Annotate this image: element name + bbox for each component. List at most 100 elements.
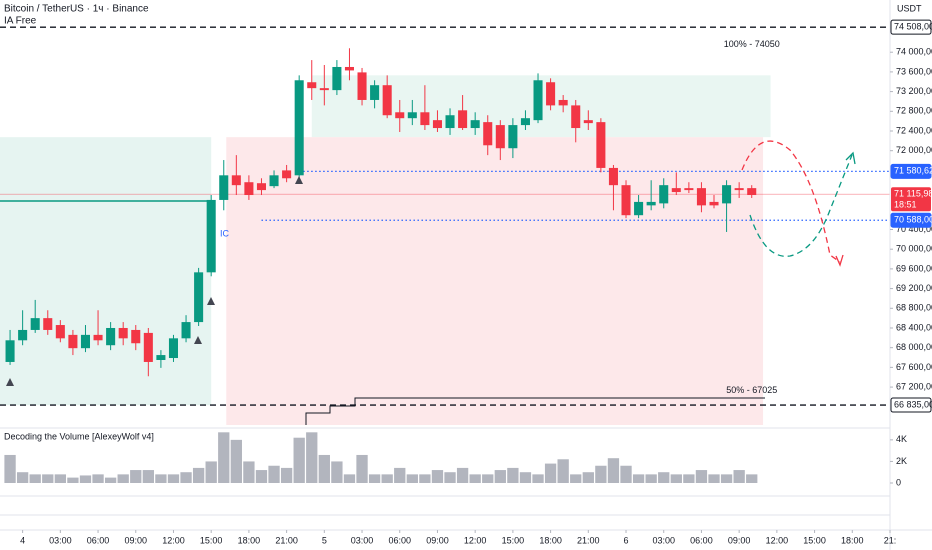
volume-bar (482, 474, 494, 483)
x-tick-label: 06:00 (690, 535, 713, 545)
candle-body (269, 175, 279, 187)
y-tick-label: 72 800,00 (896, 106, 932, 116)
volume-bar (620, 465, 632, 483)
candle-body (357, 72, 367, 100)
volume-bar (746, 474, 758, 483)
volume-bar (670, 474, 682, 483)
volume-bar (29, 474, 41, 483)
signal-label: IC (220, 228, 230, 238)
arrow-head (835, 254, 844, 267)
candle-body (168, 338, 178, 359)
volume-tick-label: 0 (896, 477, 901, 487)
volume-bar (356, 454, 368, 483)
x-tick-label: 06:00 (388, 535, 411, 545)
price-tag-label: 70 588,00 (894, 215, 932, 225)
volume-bar (532, 474, 544, 483)
candle-body (194, 272, 204, 323)
volume-bar (255, 470, 268, 483)
y-tick-label: 68 400,00 (896, 322, 932, 332)
x-tick-label: 06:00 (87, 535, 110, 545)
signal-up (207, 297, 215, 305)
indicator-name: IA Free (4, 16, 37, 27)
y-tick-label: 69 600,00 (896, 263, 932, 273)
candle-body (420, 112, 430, 126)
y-tick-label: 67 200,00 (896, 381, 932, 391)
volume-bar (557, 459, 569, 483)
candle-body (646, 201, 656, 206)
price-tag (890, 397, 932, 413)
candle-body (93, 334, 103, 341)
y-tick-label: 69 200,00 (896, 283, 932, 293)
candle-body (219, 175, 229, 200)
zone (0, 137, 212, 406)
volume-bar (104, 477, 117, 483)
signal-up (194, 336, 202, 344)
volume-bar (92, 474, 104, 483)
volume-bar (218, 432, 230, 483)
price-tag-label: 74 508,00 (894, 22, 932, 32)
volume-bar (381, 474, 393, 483)
candle-body (332, 66, 342, 91)
countdown: 18:51 (894, 200, 917, 210)
volume-bar (695, 470, 708, 483)
x-tick-label: 03:00 (49, 535, 72, 545)
x-tick-label: 12:00 (162, 535, 185, 545)
x-tick-label: 18:00 (841, 535, 864, 545)
candle-body (470, 120, 480, 129)
y-tick-label: 72 000,00 (896, 145, 932, 155)
candle-body (571, 105, 581, 129)
price-tag (891, 187, 931, 212)
candle-body (583, 120, 593, 124)
x-tick-label: 18:00 (539, 535, 562, 545)
x-tick-label: 15:00 (502, 535, 525, 545)
volume-bar (331, 461, 343, 483)
candle-body (696, 188, 706, 206)
volume-bar (205, 461, 217, 483)
candle-body (659, 185, 669, 204)
volume-bar (130, 470, 142, 483)
candle-body (256, 183, 266, 191)
candle-body (508, 125, 518, 149)
x-tick-label: 15:00 (803, 535, 826, 545)
x-tick-label: 12:00 (766, 535, 789, 545)
volume-bar (79, 475, 92, 483)
y-tick-label: 67 600,00 (896, 362, 932, 372)
candle-body (118, 327, 128, 339)
volume-bar (167, 474, 180, 483)
price-tag-label: 71 115,98 (894, 189, 932, 199)
zone (226, 137, 764, 425)
volume-bar (394, 467, 406, 483)
candle-body (395, 112, 405, 119)
annotation: 100% - 74050 (724, 39, 780, 49)
candle-body (106, 327, 116, 346)
volume-bar (54, 474, 66, 483)
candle-body (319, 88, 329, 91)
candle-body (671, 188, 681, 193)
volume-bar (431, 470, 444, 483)
price-tag-label: 66 835,00 (894, 399, 932, 409)
x-tick-label: 21:00 (275, 535, 298, 545)
volume-bar (67, 477, 79, 483)
x-tick-label: 09:00 (124, 535, 147, 545)
projection-up (749, 154, 853, 257)
volume-bar (419, 474, 431, 483)
volume-bar (343, 474, 356, 483)
x-tick-label: 09:00 (728, 535, 751, 545)
candle-body (432, 120, 442, 129)
volume-bar (293, 437, 305, 483)
candle-body (722, 185, 732, 204)
volume-bar (192, 467, 205, 483)
candle-body (143, 332, 153, 362)
volume-bar (4, 454, 16, 483)
x-tick-label: 03:00 (652, 535, 675, 545)
volume-bar (117, 474, 129, 483)
candle-body (520, 118, 530, 126)
volume-bar (708, 474, 720, 483)
volume-bar (180, 472, 192, 483)
volume-bar (645, 474, 657, 483)
x-tick-label: 21:00 (577, 535, 600, 545)
x-tick-label: 6 (624, 535, 629, 545)
x-tick-label: 09:00 (426, 535, 449, 545)
arrow-head (845, 151, 856, 165)
volume-bar (306, 432, 318, 483)
